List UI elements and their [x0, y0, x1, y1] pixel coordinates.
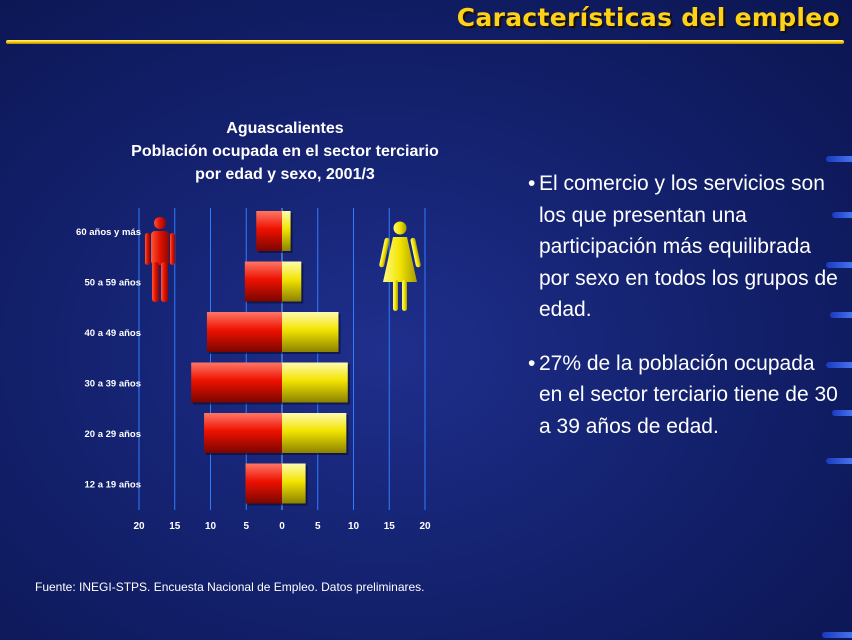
chart-title: Aguascalientes Población ocupada en el s…: [60, 117, 510, 186]
x-tick-label: 5: [243, 521, 249, 532]
x-tick-label: 10: [205, 521, 217, 532]
category-label: 40 a 49 años: [84, 328, 141, 339]
bullet-item: • 27% de la población ocupada en el sect…: [528, 348, 838, 443]
bar-female: [282, 413, 347, 453]
bar-male: [245, 463, 282, 504]
bar-female: [282, 362, 348, 403]
chart-title-line-3: por edad y sexo, 2001/3: [195, 166, 375, 183]
bullet-dot: •: [528, 172, 536, 195]
title-underline: [6, 40, 844, 44]
x-tick-label: 10: [348, 521, 360, 532]
x-tick-label: 0: [279, 521, 285, 532]
x-tick-label: 15: [384, 521, 396, 532]
decorative-streak: [822, 632, 852, 638]
decorative-streak: [826, 156, 852, 162]
bullet-text: 27% de la población ocupada en el sector…: [539, 351, 838, 438]
category-label: 20 a 29 años: [84, 429, 141, 440]
decorative-streak: [832, 212, 852, 218]
bar-female: [282, 211, 291, 251]
bar-male: [191, 362, 282, 403]
category-label: 30 a 39 años: [84, 379, 141, 390]
bar-male: [244, 261, 282, 302]
decorative-streak: [826, 262, 852, 268]
woman-icon: [379, 221, 421, 311]
x-tick-label: 20: [419, 521, 431, 532]
bullet-list: • El comercio y los servicios son los qu…: [528, 168, 838, 442]
category-label: 60 años y más: [76, 227, 141, 238]
decorative-streak: [830, 312, 852, 318]
bar-male: [206, 312, 282, 352]
bar-female: [282, 261, 302, 302]
category-label: 12 a 19 años: [84, 480, 141, 491]
source-note: Fuente: INEGI-STPS. Encuesta Nacional de…: [35, 580, 425, 594]
bar-male: [256, 211, 282, 251]
bullet-item: • El comercio y los servicios son los qu…: [528, 168, 838, 326]
decorative-streak: [826, 362, 852, 368]
title-bar: Características del empleo: [0, 0, 852, 44]
x-tick-label: 5: [315, 521, 321, 532]
x-tick-label: 15: [169, 521, 181, 532]
bar-male: [204, 413, 282, 453]
chart-title-line-2: Población ocupada en el sector terciario: [131, 143, 439, 160]
category-label: 50 a 59 años: [84, 278, 141, 289]
slide-title: Características del empleo: [456, 3, 840, 32]
bullet-text: El comercio y los servicios son los que …: [539, 172, 838, 321]
decorative-streak: [826, 458, 852, 464]
bar-female: [282, 312, 339, 352]
x-tick-label: 20: [133, 521, 145, 532]
decorative-streak: [832, 410, 852, 416]
man-icon: [145, 217, 175, 302]
bar-female: [282, 463, 306, 504]
bullet-dot: •: [528, 351, 536, 375]
chart-title-line-1: Aguascalientes: [226, 120, 344, 137]
